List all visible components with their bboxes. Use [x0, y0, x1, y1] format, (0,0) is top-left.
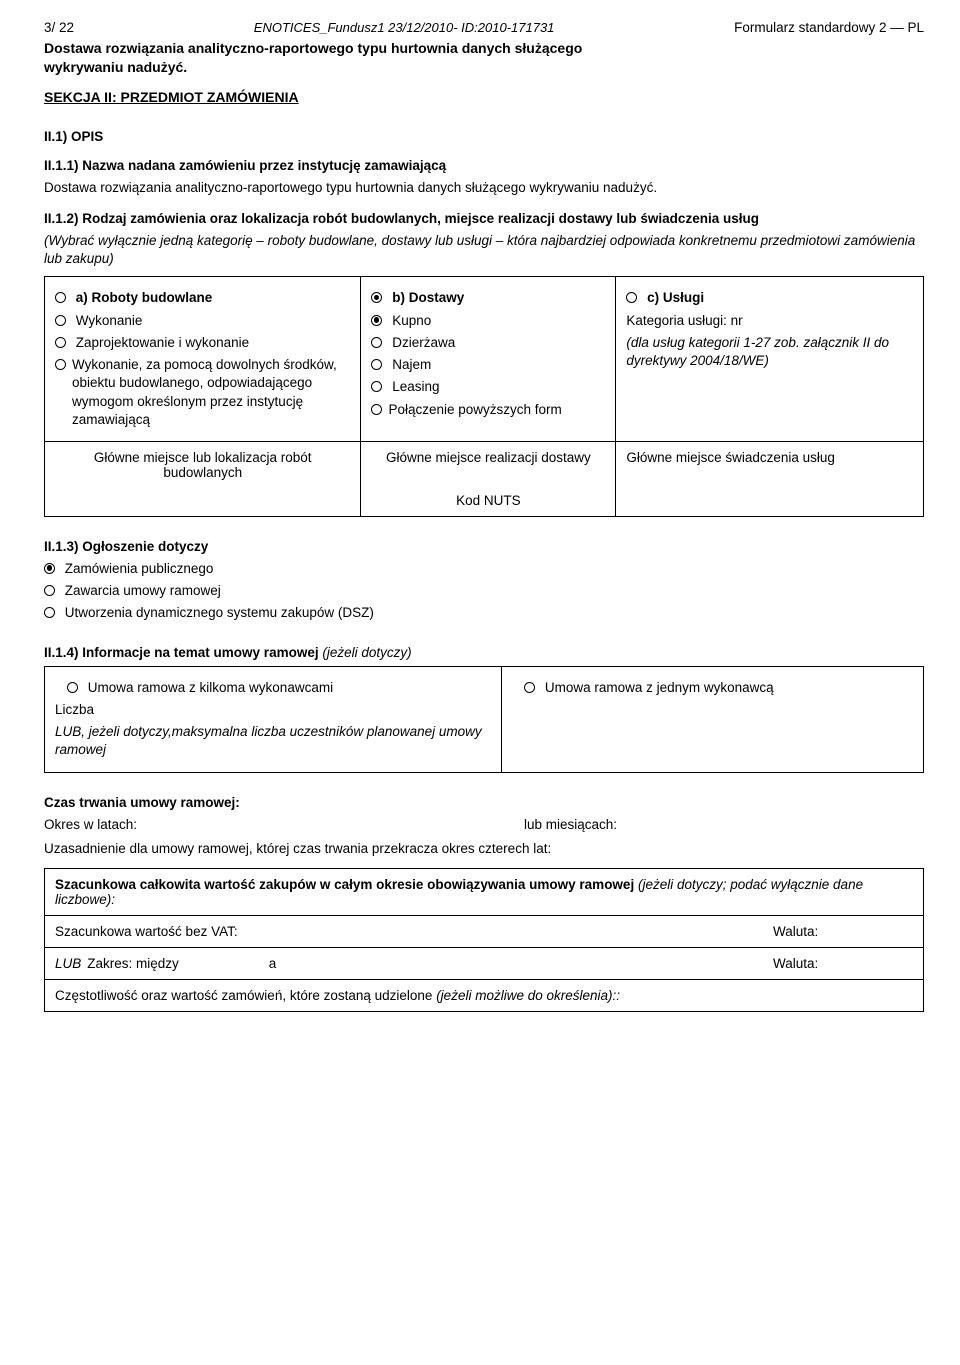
section-2-1-4-note: (jeżeli dotyczy) [322, 645, 411, 660]
section-2-1-2-label: II.1.2) Rodzaj zamówienia oraz lokalizac… [44, 211, 924, 226]
supplies-o5: Połączenie powyższych form [388, 401, 561, 419]
estimate-head: Szacunkowa całkowita wartość zakupów w c… [55, 877, 634, 892]
supplies-o1: Kupno [392, 313, 431, 328]
s13-o3: Utworzenia dynamicznego systemu zakupów … [65, 605, 374, 620]
option-framework-single[interactable]: Umowa ramowa z jednym wykonawcą [512, 679, 913, 697]
form-label: Formularz standardowy 2 — PL [734, 20, 924, 35]
estimate-without-vat-label: Szacunkowa wartość bez VAT: [55, 924, 733, 939]
works-o1: Wykonanie [76, 313, 143, 328]
section-2-heading: SEKCJA II: PRZEDMIOT ZAMÓWIENIA [44, 89, 924, 105]
radio-icon [44, 585, 55, 596]
radio-icon [44, 563, 55, 574]
option-supplies[interactable]: b) Dostawy [371, 289, 605, 307]
option-public-contract[interactable]: Zamówienia publicznego [44, 560, 924, 578]
framework-max-participants: LUB, jeżeli dotyczy,maksymalna liczba uc… [55, 723, 491, 759]
option-works-design-execution[interactable]: Zaprojektowanie i wykonanie [55, 334, 350, 352]
supplies-head: b) Dostawy [392, 290, 464, 305]
title-line-1: Dostawa rozwiązania analityczno-raportow… [44, 39, 924, 58]
radio-icon [524, 682, 535, 693]
option-dps[interactable]: Utworzenia dynamicznego systemu zakupów … [44, 604, 924, 622]
estimate-range-and: a [269, 956, 773, 971]
section-2-1-3-label: II.1.3) Ogłoszenie dotyczy [44, 539, 924, 554]
estimate-frequency: Częstotliwość oraz wartość zamówień, któ… [55, 988, 432, 1003]
framework-count-label: Liczba [55, 701, 491, 719]
section-2-1-opis: II.1) OPIS [44, 129, 924, 144]
radio-icon [371, 404, 382, 415]
radio-icon [371, 381, 382, 392]
works-o3: Wykonanie, za pomocą dowolnych środków, … [72, 356, 350, 429]
services-note: (dla usług kategorii 1-27 zob. załącznik… [626, 334, 913, 370]
radio-icon [55, 337, 66, 348]
works-main-site: Główne miejsce lub lokalizacja robót bud… [45, 441, 361, 516]
radio-icon [626, 292, 637, 303]
option-works-execution[interactable]: Wykonanie [55, 312, 350, 330]
page-counter: 3/ 22 [44, 20, 74, 35]
option-combination[interactable]: Połączenie powyższych form [371, 401, 605, 419]
option-framework-multiple[interactable]: Umowa ramowa z kilkoma wykonawcami [55, 679, 491, 697]
duration-heading: Czas trwania umowy ramowej: [44, 795, 924, 810]
radio-icon [55, 359, 66, 370]
services-head: c) Usługi [647, 290, 704, 305]
nuts-code-label: Kod NUTS [371, 493, 605, 508]
estimate-or-label: LUB [55, 956, 81, 971]
s13-o2: Zawarcia umowy ramowej [65, 583, 221, 598]
estimate-range-between: Zakres: między [87, 956, 179, 971]
page-header: 3/ 22 ENOTICES_Fundusz1 23/12/2010- ID:2… [44, 20, 924, 35]
option-purchase[interactable]: Kupno [371, 312, 605, 330]
duration-months-label: lub miesiącach: [524, 816, 617, 834]
radio-icon [55, 292, 66, 303]
section-2-1-1-value: Dostawa rozwiązania analityczno-raportow… [44, 179, 924, 197]
framework-agreement-box: Umowa ramowa z kilkoma wykonawcami Liczb… [44, 666, 924, 773]
s14-left-o1: Umowa ramowa z kilkoma wykonawcami [88, 680, 333, 695]
duration-years-label: Okres w latach: [44, 816, 484, 834]
radio-icon [44, 607, 55, 618]
option-leasing[interactable]: Leasing [371, 378, 605, 396]
option-works-any-means[interactable]: Wykonanie, za pomocą dowolnych środków, … [55, 356, 350, 429]
services-category: Kategoria usługi: nr [626, 312, 913, 330]
section-2-1-4-label: II.1.4) Informacje na temat umowy ramowe… [44, 645, 319, 660]
supplies-o3: Najem [392, 357, 431, 372]
radio-icon [55, 315, 66, 326]
type-of-contract-grid: a) Roboty budowlane Wykonanie Zaprojekto… [44, 276, 924, 517]
option-services[interactable]: c) Usługi [626, 289, 913, 307]
radio-icon [371, 315, 382, 326]
supplies-o2: Dzierżawa [392, 335, 455, 350]
supplies-o4: Leasing [392, 379, 439, 394]
option-framework-agreement[interactable]: Zawarcia umowy ramowej [44, 582, 924, 600]
option-rental[interactable]: Najem [371, 356, 605, 374]
estimated-value-box: Szacunkowa całkowita wartość zakupów w c… [44, 868, 924, 1012]
services-main-site: Główne miejsce świadczenia usług [616, 441, 924, 516]
estimate-frequency-note: (jeżeli możliwe do określenia):: [436, 988, 620, 1003]
option-lease[interactable]: Dzierżawa [371, 334, 605, 352]
radio-icon [371, 359, 382, 370]
supplies-main-site: Główne miejsce realizacji dostawy [371, 450, 605, 465]
estimate-currency-label-1: Waluta: [773, 924, 913, 939]
estimate-currency-label-2: Waluta: [773, 956, 913, 971]
option-works[interactable]: a) Roboty budowlane [55, 289, 350, 307]
radio-icon [67, 682, 78, 693]
section-2-1-1-label: II.1.1) Nazwa nadana zamówieniu przez in… [44, 158, 924, 173]
title-line-2: wykrywaniu nadużyć. [44, 58, 924, 77]
s13-o1: Zamówienia publicznego [65, 561, 214, 576]
radio-icon [371, 337, 382, 348]
works-o2: Zaprojektowanie i wykonanie [76, 335, 249, 350]
duration-justification: Uzasadnienie dla umowy ramowej, której c… [44, 840, 924, 858]
section-2-1-2-note: (Wybrać wyłącznie jedną kategorię – robo… [44, 232, 924, 268]
document-title: Dostawa rozwiązania analityczno-raportow… [44, 39, 924, 77]
radio-icon [371, 292, 382, 303]
works-head: a) Roboty budowlane [76, 290, 213, 305]
doc-id: ENOTICES_Fundusz1 23/12/2010- ID:2010-17… [254, 20, 555, 35]
s14-right-o1: Umowa ramowa z jednym wykonawcą [545, 680, 774, 695]
